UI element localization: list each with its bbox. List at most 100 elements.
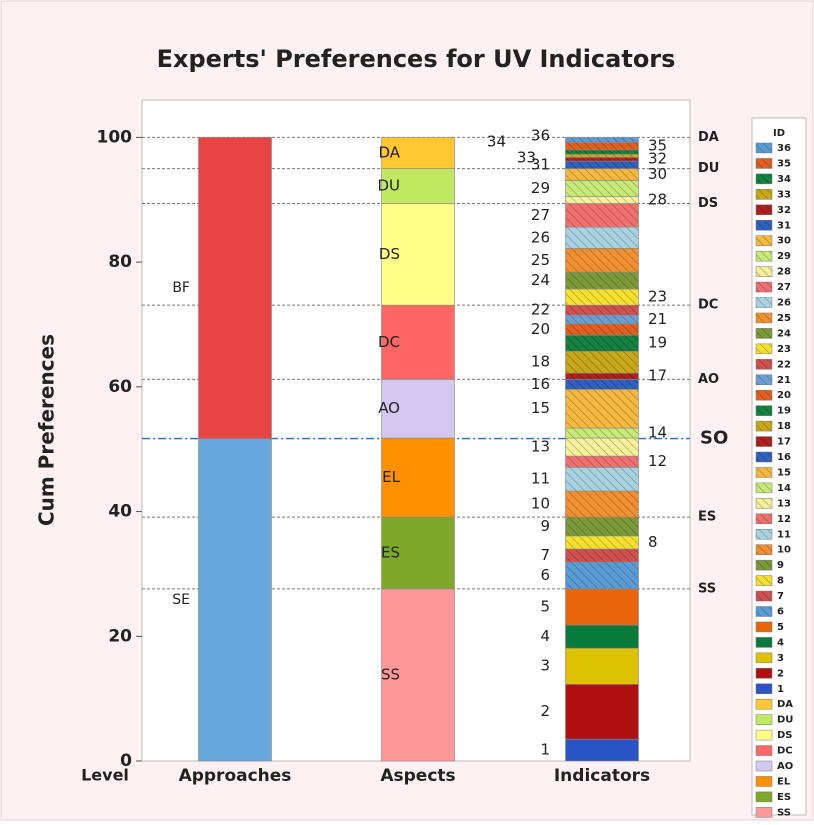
segment-label: 24 [531, 271, 550, 289]
legend-label: 25 [777, 313, 791, 324]
segment [565, 437, 639, 457]
segment [565, 466, 639, 492]
segment-label: 14 [648, 423, 667, 441]
segment-label: 10 [531, 495, 550, 513]
segment-label: SS [381, 665, 400, 683]
legend-label: 14 [777, 483, 791, 494]
legend-label: DA [777, 699, 793, 710]
legend-label: 21 [777, 375, 791, 386]
segment-label: 36 [531, 126, 550, 144]
segment-label: 9 [540, 517, 550, 535]
segment [565, 288, 639, 306]
segment-label: 23 [648, 288, 667, 306]
legend-label: 22 [777, 359, 791, 370]
segment-label: 1 [540, 741, 550, 759]
segment [565, 683, 639, 740]
segment [565, 738, 639, 762]
segment-label: EL [382, 468, 400, 486]
segment [565, 588, 639, 626]
segment-label: 6 [540, 566, 550, 584]
segment [381, 516, 455, 590]
y-tick-label: 100 [97, 127, 133, 147]
legend-swatch [755, 498, 773, 509]
segment [565, 271, 639, 290]
legend-label: ES [777, 792, 791, 803]
legend-label: DU [777, 715, 793, 726]
x-tick-label: Indicators [554, 766, 650, 786]
segment-label: 19 [648, 334, 667, 352]
legend-swatch [755, 343, 773, 355]
segment-label: 35 [648, 137, 667, 155]
legend-label: 2 [777, 668, 784, 679]
legend-label: 26 [777, 298, 791, 309]
segment-label: SE [172, 592, 190, 608]
legend-label: 36 [777, 143, 791, 154]
segment-label: 27 [531, 206, 550, 224]
y-tick-label: 60 [108, 377, 132, 397]
legend-swatch [755, 235, 773, 246]
segment-label: 22 [531, 301, 550, 319]
legend-label: 5 [777, 622, 784, 633]
legend-swatch [755, 158, 773, 169]
segment-label: 31 [531, 155, 550, 173]
legend-swatch [755, 621, 773, 633]
legend-label: EL [777, 776, 791, 787]
segment [565, 323, 639, 336]
y-axis-label: Cum Preferences [35, 334, 59, 526]
segment [565, 196, 639, 204]
reference-label: AO [698, 372, 719, 387]
legend-label: 35 [777, 158, 791, 169]
legend-swatch [755, 405, 773, 416]
legend-swatch [755, 142, 773, 154]
segment-label: 7 [540, 546, 550, 564]
segment [565, 180, 639, 197]
y-tick-label: 0 [120, 751, 132, 771]
legend-label: 9 [777, 560, 784, 571]
legend-label: 11 [777, 529, 791, 540]
segment [565, 647, 639, 685]
segment [565, 490, 639, 518]
legend-label: 31 [777, 220, 791, 231]
legend-label: AO [777, 761, 793, 772]
segment [565, 351, 639, 374]
legend-label: 29 [777, 251, 791, 262]
segment [565, 314, 639, 325]
segment [565, 389, 639, 429]
legend-swatch [755, 389, 773, 401]
legend-label: 32 [777, 205, 791, 216]
legend-swatch [755, 559, 773, 571]
legend-swatch [755, 297, 773, 308]
legend-label: 20 [777, 390, 791, 401]
segment [565, 168, 639, 181]
segment-label: 33 [517, 148, 536, 166]
segment [381, 304, 455, 380]
segment [381, 137, 455, 169]
segment [565, 516, 639, 537]
legend-swatch [755, 791, 773, 803]
legend-label: 10 [777, 545, 791, 556]
legend-label: 4 [777, 637, 784, 648]
segment-label: 8 [648, 533, 658, 551]
legend-swatch [755, 606, 773, 617]
y-tick-label: 40 [108, 502, 132, 522]
segment [565, 561, 639, 590]
legend-label: 8 [777, 576, 784, 587]
legend-swatch [755, 776, 773, 787]
segment [565, 334, 639, 352]
segment [381, 588, 455, 762]
legend-label: 13 [777, 498, 791, 509]
legend-label: 7 [777, 591, 784, 602]
segment-label: 13 [531, 438, 550, 456]
segment-label: 20 [531, 320, 550, 338]
segment-label: DU [377, 177, 400, 195]
segment-label: 30 [648, 165, 667, 183]
segment [565, 142, 639, 151]
legend-label: DC [777, 746, 793, 757]
legend-swatch [755, 590, 773, 602]
segment-label: 11 [531, 470, 550, 488]
reference-label: ES [698, 510, 716, 525]
legend-swatch [755, 637, 773, 648]
segment [381, 203, 455, 306]
legend-label: SS [777, 807, 791, 818]
legend-swatch [755, 374, 773, 385]
